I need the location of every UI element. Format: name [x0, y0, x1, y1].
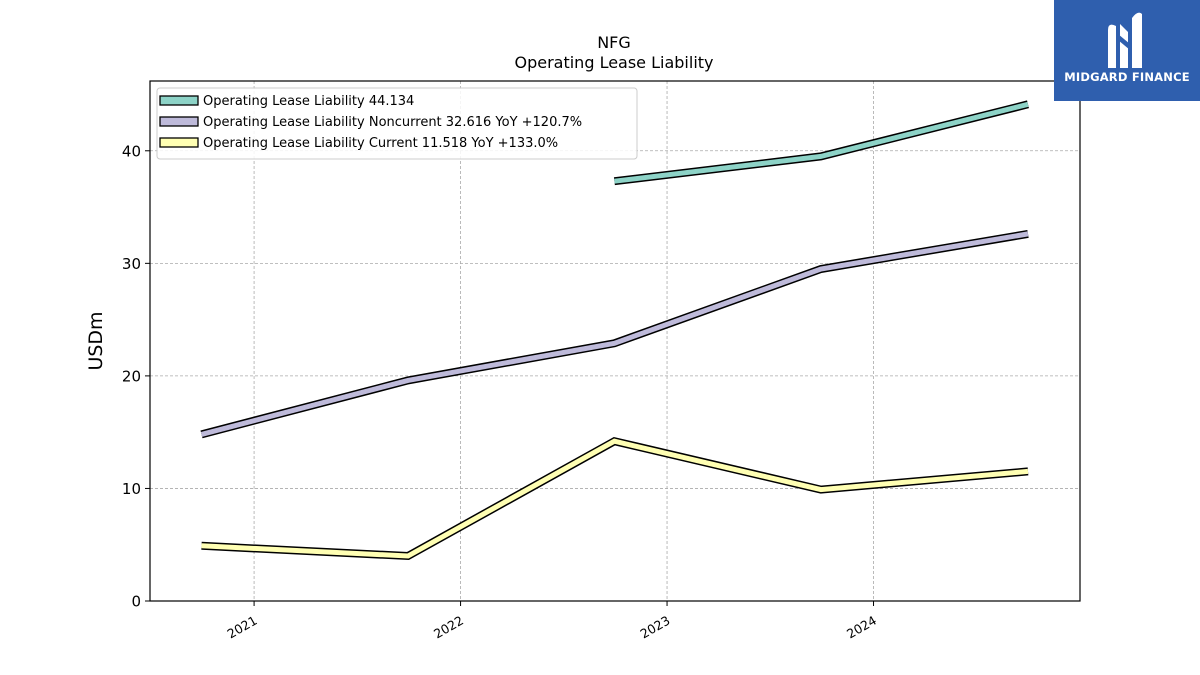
y-tick-label: 40 — [122, 142, 141, 160]
legend-swatch — [159, 137, 199, 148]
brand-logo-icon — [1108, 12, 1142, 68]
chart-subtitle: Operating Lease Liability — [514, 53, 713, 72]
legend-box — [156, 87, 638, 160]
x-tick-label: 2024 — [844, 613, 879, 642]
brand-logo: MIDGARD FINANCE — [1054, 0, 1200, 101]
tick-layer: 0 10 20 30 40 2021 2022 2023 2024 — [122, 142, 879, 641]
x-tick-label: 2022 — [431, 613, 466, 642]
legend-label: Operating Lease Liability Noncurrent 32.… — [203, 115, 582, 130]
series-line — [201, 438, 1029, 559]
plot-frame — [149, 80, 1081, 602]
y-tick-label: 0 — [131, 593, 141, 611]
legend-label: Operating Lease Liability Current 11.518… — [203, 136, 558, 151]
series-outline — [613, 100, 1029, 186]
legend: Operating Lease Liability 44.134 Operatin… — [156, 87, 638, 160]
series-layer — [200, 100, 1029, 561]
legend-swatch — [159, 116, 199, 127]
legend-label: Operating Lease Liability 44.134 — [203, 94, 414, 109]
x-tick-label: 2023 — [637, 613, 672, 642]
legend-swatch — [159, 95, 199, 106]
series-line — [614, 101, 1029, 184]
y-tick-label: 30 — [122, 255, 141, 273]
brand-logo-text: MIDGARD FINANCE — [1064, 70, 1190, 84]
series-outline — [201, 436, 1029, 561]
chart-title: NFG — [597, 33, 631, 52]
series-line — [200, 231, 1029, 437]
y-axis-label: USDm — [85, 311, 107, 370]
y-tick-label: 20 — [122, 367, 141, 385]
x-tick-label: 2021 — [225, 613, 260, 642]
y-tick-label: 10 — [122, 480, 141, 498]
